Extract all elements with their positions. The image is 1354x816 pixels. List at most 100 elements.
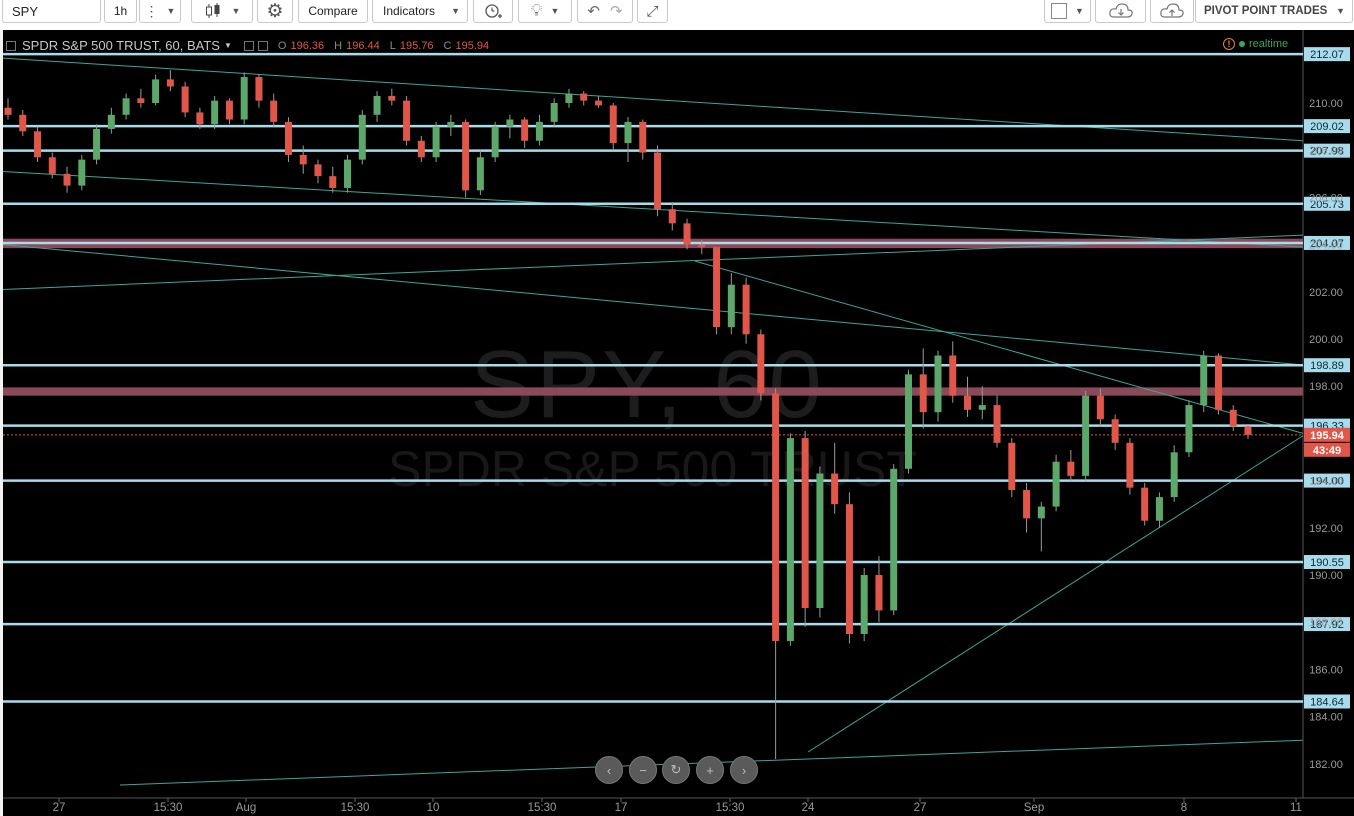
level-label: 209.02 [1310,121,1344,133]
zoom-in-button[interactable]: + [696,756,724,784]
candle-body [1008,442,1016,491]
fullscreen-icon: ⤢ [646,2,659,20]
candle-body [152,79,160,103]
level-label-bg [1304,235,1350,250]
undo-icon[interactable]: ↶ [587,3,600,20]
candle-body [609,105,617,144]
candle-body [949,355,957,396]
legend-toggle-icon[interactable] [6,40,16,51]
candle-body [639,121,647,153]
level-label-bg [1304,694,1350,709]
interval-menu-button[interactable]: ⋮ ▼ [139,0,181,23]
price-tick-label: 186.00 [1309,664,1343,676]
candle-body [1170,452,1178,498]
candle-body [860,575,868,634]
fullscreen-button[interactable]: ⤢ [637,0,668,23]
legend-chevron-icon[interactable]: ▼ [223,41,232,50]
candle-body [447,121,455,127]
candle-body [78,159,86,186]
trend-line [2,170,1304,248]
level-label-bg [1304,143,1350,158]
candle-body [683,223,691,245]
candle-body [521,119,529,141]
alert-button[interactable] [473,0,513,23]
indicators-label: Indicators [383,4,436,18]
countdown-label: 43:49 [1313,445,1341,457]
chart-style-button[interactable]: ▼ [191,0,253,23]
realtime-status: ! realtime [1223,38,1288,50]
time-tick-label: Sep [1024,802,1044,814]
saved-chart-button[interactable]: PIVOT POINT TRADES ▼ [1195,0,1353,23]
candle-body [993,405,1001,443]
candle-body [1126,442,1134,488]
candle-body [565,93,573,103]
candle-body [211,100,219,125]
time-tick-label: 27 [53,802,66,814]
plus-icon: + [706,762,714,778]
candles-icon [205,3,220,18]
open-value: 196.36 [290,39,325,52]
candle-body [919,374,927,413]
time-tick-label: 15:30 [341,802,370,814]
candle-body [1141,487,1149,521]
cloud-save-button[interactable] [1150,0,1194,23]
eye-icon[interactable] [243,40,254,51]
chart-area[interactable] [0,30,1354,816]
candle-body [166,79,174,87]
cloud-download-icon [1108,3,1133,18]
candle-body [1155,497,1163,521]
price-tick-label: 210.00 [1309,98,1343,110]
interval-button[interactable]: 1h [104,0,137,23]
price-tick-label: 202.00 [1309,287,1343,299]
candle-body [550,103,558,122]
candle-body [373,95,381,115]
candle-body [107,114,115,129]
candle-body [196,112,204,125]
scroll-left-button[interactable]: ‹ [595,756,623,784]
level-label-bg [1304,119,1350,134]
price-tick-label: 200.00 [1309,334,1343,346]
chevron-left-icon: ‹ [606,762,612,778]
candle-body [1111,419,1119,443]
candle-body [284,121,292,155]
layout-icon [1051,3,1068,19]
candle-body [801,438,809,609]
interval-label: 1h [113,4,128,18]
reset-chart-button[interactable]: ↻ [662,756,690,784]
settings-button[interactable]: ⚙ [257,0,293,23]
chart-legend: SPDR S&P 500 TRUST, 60, BATS ▼ O 196.36 … [6,38,489,53]
candle-body [137,98,145,103]
redo-icon[interactable]: ↷ [610,3,623,20]
zoom-out-button[interactable]: − [629,756,657,784]
layout-button[interactable]: ▼ [1044,0,1091,23]
candle-body [93,128,101,160]
cloud-upload-icon [1160,3,1184,18]
compare-button[interactable]: Compare [298,0,368,23]
candle-body [314,164,322,177]
level-label-bg [1304,555,1350,570]
legend-title: SPDR S&P 500 TRUST, 60, BATS [22,38,220,53]
cloud-load-button[interactable] [1095,0,1146,23]
warning-icon[interactable]: ! [1223,38,1235,50]
candle-body [491,126,499,158]
alarm-clock-icon [485,4,502,18]
compare-label: Compare [308,4,358,18]
symbol-input[interactable]: SPY [2,0,101,23]
ideas-button[interactable]: 💡︎ ▼ [518,0,572,23]
candle-body [772,393,780,642]
candle-body [462,121,470,191]
level-label-bg [1304,617,1350,632]
price-tick-label: 184.00 [1309,712,1343,724]
candle-body [181,86,189,113]
realtime-label: realtime [1249,38,1289,50]
candle-body [727,284,735,328]
candle-body [580,93,588,101]
time-tick-label: 15:30 [154,802,183,814]
price-chart[interactable]: 212.07 209.02 207.98 205.73 204.07 198.89 196.… [0,30,1354,816]
settings-small-icon[interactable] [257,40,268,51]
price-tick-label: 188.00 [1309,617,1343,629]
scroll-right-button[interactable]: › [730,756,758,784]
level-label: 184.64 [1310,696,1344,708]
candle-body [624,121,632,144]
indicators-button[interactable]: Indicators ▼ [372,0,468,23]
